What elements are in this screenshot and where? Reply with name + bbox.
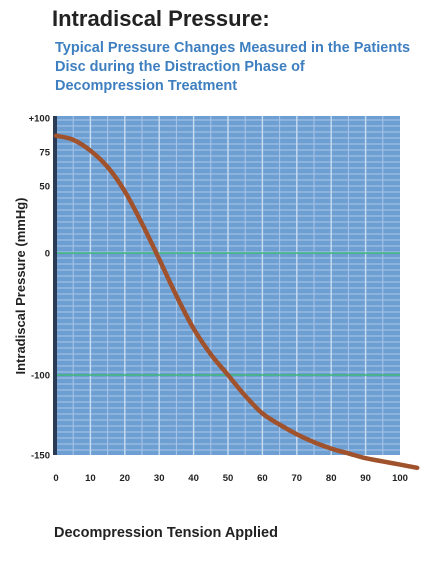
x-tick-label: 100 (392, 473, 408, 484)
series-layer (53, 133, 420, 471)
series-line (53, 133, 420, 471)
x-tick-label: 20 (120, 473, 131, 484)
y-tick-label: -150 (31, 451, 50, 462)
x-tick-label: 80 (326, 473, 337, 484)
y-axis-bar (53, 116, 57, 455)
x-tick-label: 70 (292, 473, 303, 484)
y-tick-label: 50 (39, 182, 50, 193)
chart-title: Intradiscal Pressure: (52, 6, 270, 31)
chart-subtitle: Typical Pressure Changes Measured in the… (55, 40, 411, 94)
x-tick-labels: 0 10 20 30 40 50 60 70 80 90 100 (53, 473, 408, 484)
vertical-gridlines (72, 116, 384, 455)
x-tick-label: 10 (85, 473, 96, 484)
y-tick-label: 0 (45, 249, 50, 260)
x-axis-label: Decompression Tension Applied (54, 525, 278, 541)
x-tick-label: 0 (53, 473, 58, 484)
x-tick-label: 90 (360, 473, 371, 484)
y-tick-label: +100 (29, 114, 50, 125)
x-tick-label: 30 (154, 473, 165, 484)
y-tick-label: 75 (39, 148, 50, 159)
x-tick-label: 50 (223, 473, 234, 484)
y-axis-label: Intradiscal Pressure (mmHg) (13, 197, 28, 374)
x-tick-label: 40 (188, 473, 199, 484)
y-tick-label: -100 (31, 371, 50, 382)
y-tick-labels: +100 75 50 0 -100 -150 (29, 114, 51, 462)
x-tick-label: 60 (257, 473, 268, 484)
